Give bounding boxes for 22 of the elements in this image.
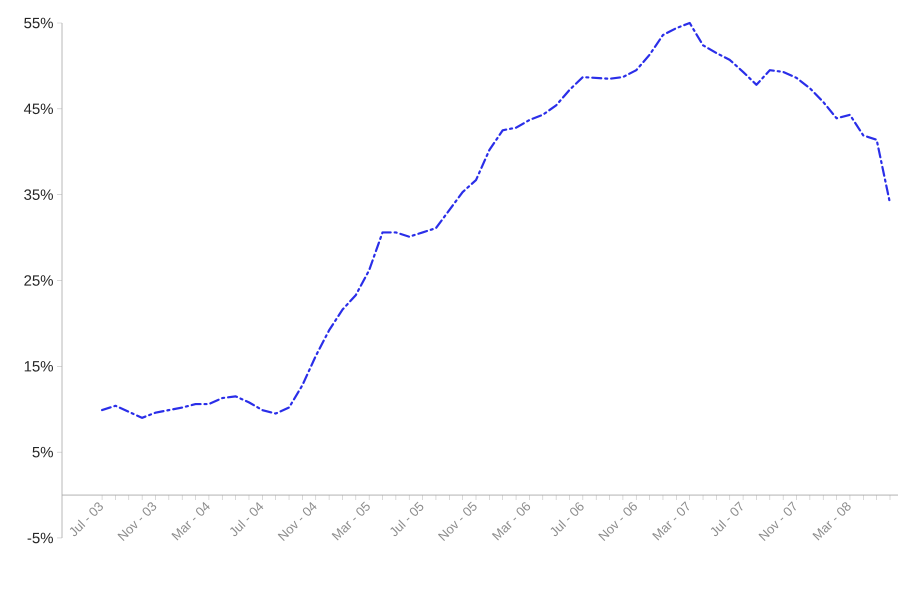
y-tick-label: 25%	[24, 275, 53, 286]
y-tick-label: 15%	[24, 361, 53, 372]
x-tick-label: Mar - 06	[492, 502, 530, 540]
x-tick-label: Mar - 04	[171, 502, 210, 540]
x-tick-label: Jul - 07	[710, 501, 743, 536]
x-tick-label: Jul - 06	[550, 502, 584, 536]
x-tick-label: Nov - 05	[438, 502, 477, 541]
y-tick-label: -5%	[28, 532, 53, 544]
x-tick-label: Nov - 06	[598, 502, 637, 541]
x-tick-label: Nov - 07	[758, 501, 796, 541]
x-tick-label: Mar - 05	[332, 502, 370, 540]
x-tick-label: Jul - 04	[230, 502, 264, 536]
x-tick-label: Mar - 07	[652, 501, 690, 540]
x-tick-label: Jul - 03	[70, 502, 103, 536]
x-tick-label: Jul - 05	[390, 502, 424, 536]
y-tick-label: 55%	[24, 18, 53, 28]
x-tick-label: Mar - 08	[812, 502, 851, 540]
y-tick-label: 35%	[24, 189, 53, 200]
x-tick-label: Nov - 04	[278, 502, 317, 541]
y-tick-label: 5%	[32, 446, 53, 458]
y-tick-label: 45%	[24, 104, 53, 114]
x-tick-label: Nov - 03	[117, 502, 156, 541]
